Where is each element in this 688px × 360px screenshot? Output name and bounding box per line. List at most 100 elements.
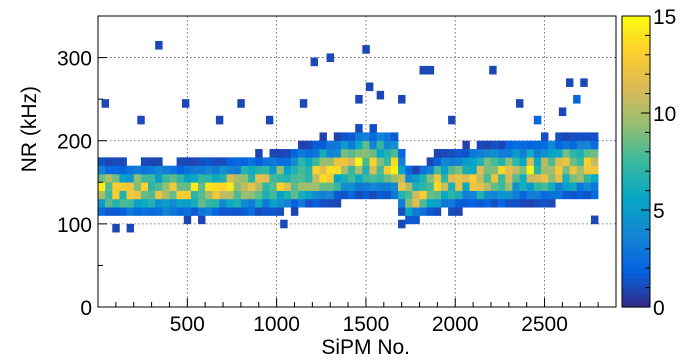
heatmap-cell — [576, 140, 585, 150]
heatmap-cell — [376, 165, 385, 175]
heatmap-cell — [198, 190, 206, 200]
heatmap-cell — [512, 157, 520, 166]
heatmap-cell — [540, 149, 549, 158]
heatmap-cell — [498, 182, 506, 191]
heatmap-cell — [269, 149, 277, 158]
heatmap-cell — [198, 182, 206, 191]
heatmap-cell — [548, 190, 556, 200]
heatmap-cell — [512, 149, 520, 158]
color-scale-swatch — [622, 103, 650, 109]
heatmap-cell — [98, 157, 106, 166]
heatmap-cell — [569, 182, 578, 191]
heatmap-cell — [348, 132, 356, 142]
heatmap-cell — [355, 165, 363, 175]
heatmap-cell — [298, 173, 306, 183]
heatmap-cell — [448, 157, 456, 166]
color-scale-swatch — [622, 171, 650, 177]
heatmap-cell — [412, 198, 420, 208]
heatmap-cell — [490, 149, 499, 158]
heatmap-cell — [369, 157, 377, 166]
heatmap-cell — [476, 140, 485, 150]
heatmap-cell — [133, 182, 142, 191]
heatmap-cell — [498, 198, 506, 208]
color-scale-swatch — [622, 54, 650, 61]
heatmap-cell — [533, 165, 542, 175]
heatmap-cell — [576, 157, 585, 166]
color-scale-swatch — [622, 200, 650, 206]
heatmap-cell — [212, 165, 220, 175]
color-scale-swatch — [622, 108, 650, 114]
heatmap-cell — [519, 149, 527, 158]
heatmap-cell — [362, 140, 370, 150]
heatmap-cell — [340, 165, 349, 175]
heatmap-cell — [405, 198, 413, 208]
heatmap-cell — [526, 140, 535, 150]
heatmap-cell — [433, 165, 442, 175]
heatmap-cell — [169, 190, 177, 200]
heatmap-cell — [112, 165, 120, 175]
heatmap-cell — [476, 190, 485, 200]
heatmap-cell — [319, 198, 327, 208]
heatmap-cell — [226, 190, 235, 200]
heatmap-cell — [105, 173, 113, 183]
heatmap-cell — [112, 173, 120, 183]
color-scale-swatch — [622, 263, 650, 269]
heatmap-cell — [140, 165, 149, 175]
heatmap-cell — [333, 182, 342, 191]
heatmap-cell — [298, 198, 306, 208]
heatmap-cell — [519, 165, 527, 175]
heatmap-cell — [448, 198, 456, 208]
heatmap-cell — [312, 140, 320, 150]
heatmap-cell — [305, 198, 313, 208]
heatmap-cell — [355, 173, 363, 183]
heatmap-cell — [526, 165, 535, 175]
color-scale-swatch — [622, 282, 650, 289]
heatmap-cell — [483, 182, 492, 191]
heatmap-cell — [462, 173, 470, 183]
heatmap-cell — [419, 165, 427, 175]
heatmap-cell — [448, 190, 456, 200]
heatmap-cell — [240, 182, 249, 191]
heatmap-cell — [326, 53, 335, 63]
heatmap-cell — [148, 157, 156, 166]
heatmap-cell — [169, 173, 177, 183]
x-tick-label: 500 — [170, 313, 205, 336]
heatmap-cell — [476, 165, 485, 175]
heatmap-cell — [248, 165, 256, 175]
heatmap-cell — [319, 140, 327, 150]
heatmap-cell — [505, 182, 513, 191]
heatmap-cell — [448, 115, 456, 125]
heatmap-cell — [240, 165, 249, 175]
heatmap-cell — [590, 157, 599, 166]
heatmap-cell — [240, 190, 249, 200]
heatmap-cell — [512, 140, 520, 150]
heatmap-cell — [383, 140, 392, 150]
color-scale-swatch — [622, 292, 650, 298]
heatmap-cell — [212, 173, 220, 183]
heatmap-cell — [148, 165, 156, 175]
heatmap-cell — [219, 207, 227, 216]
heatmap-cell — [576, 190, 585, 200]
heatmap-cell — [155, 165, 163, 175]
heatmap-cell — [133, 198, 142, 208]
heatmap-cell — [290, 198, 299, 208]
heatmap-cell — [212, 207, 220, 216]
heatmap-cell — [455, 198, 463, 208]
heatmap-cell — [412, 207, 420, 216]
heatmap-cell — [490, 190, 499, 200]
heatmap-cell — [505, 173, 513, 183]
heatmap-cell — [469, 165, 477, 175]
heatmap-cell — [190, 190, 199, 200]
heatmap-cell — [362, 165, 370, 175]
plot-area — [97, 15, 617, 308]
heatmap-cell — [133, 207, 142, 216]
heatmap-cell — [119, 165, 127, 175]
heatmap-cell — [398, 149, 406, 158]
heatmap-cell — [405, 215, 413, 225]
color-scale-swatch — [622, 113, 650, 119]
color-scale-swatch — [622, 49, 650, 56]
color-scale-swatch — [622, 146, 650, 153]
heatmap-cell — [376, 132, 385, 142]
heatmap-cell — [369, 140, 377, 150]
heatmap-cell — [590, 149, 599, 158]
